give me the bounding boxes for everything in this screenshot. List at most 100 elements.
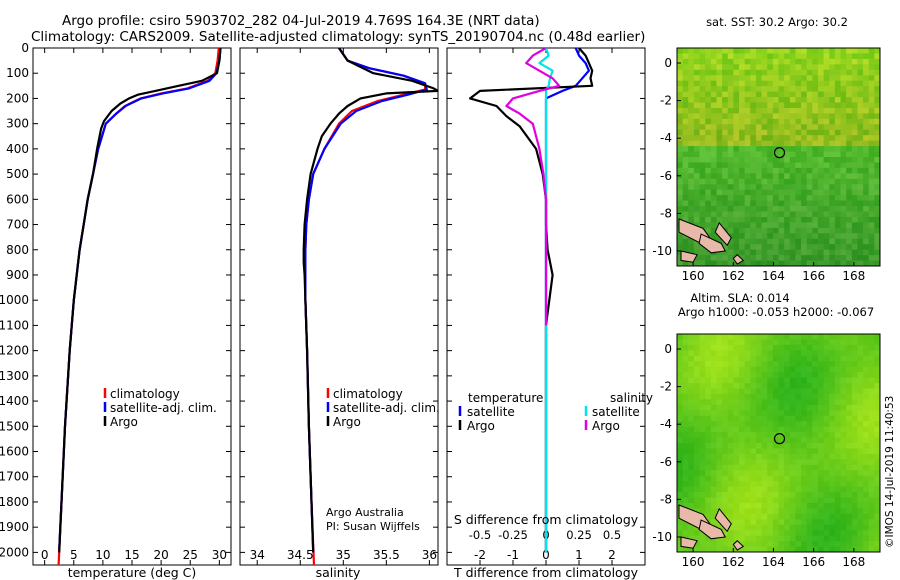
map-cell [817, 432, 825, 438]
map-cell [755, 443, 762, 449]
map-cell [744, 195, 751, 201]
map-cell [722, 448, 729, 455]
map-cell [846, 58, 853, 65]
map-cell [795, 448, 802, 455]
map-cell [778, 102, 785, 109]
map-cell [716, 146, 723, 152]
map-cell [739, 344, 746, 351]
map-cell [772, 437, 779, 444]
map-cell [846, 535, 853, 542]
map-cell [710, 459, 717, 466]
map-cell [789, 366, 796, 373]
map-cell [750, 404, 757, 411]
map-cell [846, 195, 853, 201]
map-cell [693, 421, 700, 428]
map-cell [699, 162, 706, 169]
map-cell [722, 415, 729, 422]
map-cell [840, 97, 847, 103]
map-cell [778, 113, 785, 120]
map-cell [817, 410, 825, 417]
map-cell [699, 178, 706, 185]
map-cell [722, 206, 729, 212]
map-cell [699, 140, 706, 147]
map-cell [710, 334, 717, 340]
map-cell [705, 173, 712, 180]
map-cell [710, 233, 717, 240]
map-cell [772, 200, 779, 207]
map-cell [699, 344, 706, 351]
map-cell [772, 222, 779, 229]
map-cell [829, 415, 836, 422]
map-cell [863, 443, 870, 449]
map-cell [755, 519, 762, 526]
map-cell [874, 459, 880, 466]
map-cell [795, 58, 802, 65]
map-cell [722, 393, 729, 400]
map-cell [761, 530, 768, 537]
map-cell [784, 448, 791, 455]
map-cell [806, 404, 813, 411]
map-cell [772, 448, 779, 455]
map-cell [733, 80, 740, 87]
map-cell [829, 443, 836, 449]
map-cell [693, 475, 700, 482]
map-cell [806, 334, 813, 340]
map-cell [688, 53, 695, 60]
map-cell [716, 470, 723, 477]
map-cell [767, 146, 774, 152]
map-cell [874, 189, 880, 196]
map-cell [699, 48, 706, 54]
map-cell [863, 48, 870, 54]
map-cell [693, 350, 700, 357]
map-cell [727, 222, 734, 229]
timestamp-stamp: ©IMOS 14-Jul-2019 11:40:53 [884, 396, 896, 548]
map-cell [868, 162, 875, 169]
map-cell [722, 492, 729, 498]
map-cell [688, 497, 695, 504]
map-cell [829, 432, 836, 438]
map-cell [784, 151, 791, 158]
map-cell [817, 75, 825, 82]
map-cell [863, 200, 870, 207]
map-cell [795, 361, 802, 368]
map-cell [851, 334, 858, 340]
map-cell [784, 244, 791, 251]
map-cell [772, 184, 779, 191]
map-cell [817, 53, 825, 60]
map-cell [688, 238, 695, 245]
map-cell [795, 151, 802, 158]
map-ytick-label: -4 [660, 417, 672, 431]
map-cell [716, 80, 723, 87]
map-cell [705, 189, 712, 196]
map-cell [716, 216, 723, 223]
map-cell [733, 383, 740, 389]
map-cell [733, 464, 740, 471]
map-cell [817, 393, 825, 400]
map-cell [857, 200, 864, 207]
map-cell [795, 48, 802, 54]
map-cell [857, 189, 864, 196]
map-cell [710, 146, 717, 152]
map-cell [868, 151, 875, 158]
map-cell [705, 53, 712, 60]
map-cell [739, 151, 746, 158]
map-cell [806, 102, 813, 109]
map-cell [705, 140, 712, 147]
map-cell [778, 157, 785, 163]
map-cell [823, 361, 830, 368]
map-cell [716, 377, 723, 384]
map-cell [693, 470, 700, 477]
map-cell [846, 344, 853, 351]
map-cell [682, 129, 689, 136]
map-cell [716, 464, 723, 471]
map-cell [682, 97, 689, 103]
map-cell [823, 146, 830, 152]
map-cell [744, 524, 751, 531]
map-cell [784, 470, 791, 477]
map-cell [840, 421, 847, 428]
map-cell [857, 75, 864, 82]
map-cell [834, 124, 841, 131]
map-cell [710, 470, 717, 477]
map-cell [806, 113, 813, 120]
map-cell [806, 157, 813, 163]
